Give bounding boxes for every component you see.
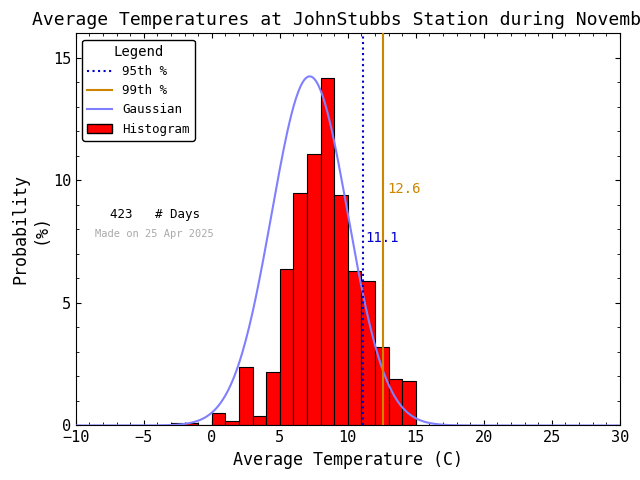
Bar [362, 281, 375, 425]
Bar [321, 78, 334, 425]
Text: Made on 25 Apr 2025: Made on 25 Apr 2025 [95, 229, 214, 240]
Gaussian [604, 422, 612, 428]
Bar [334, 195, 348, 425]
Gaussian [397, 402, 404, 408]
X-axis label: Average Temperature (C): Average Temperature (C) [233, 451, 463, 469]
Bar [348, 271, 362, 425]
Title: Average Temperatures at JohnStubbs Station during November: Average Temperatures at JohnStubbs Stati… [33, 11, 640, 29]
Gaussian [519, 422, 527, 428]
Line: Gaussian: Gaussian [76, 76, 620, 425]
Gaussian [616, 422, 623, 428]
Bar [266, 372, 280, 425]
Text: 12.6: 12.6 [387, 182, 420, 196]
Bar [239, 367, 253, 425]
Bar [388, 379, 402, 425]
Bar [402, 382, 416, 425]
Bar [212, 413, 225, 425]
Bar [307, 154, 321, 425]
Bar [280, 269, 293, 425]
Gaussian [307, 73, 314, 79]
Text: 11.1: 11.1 [365, 231, 399, 245]
Gaussian [367, 328, 375, 334]
Gaussian [332, 144, 339, 150]
Text: 423   # Days: 423 # Days [95, 208, 200, 221]
Bar [375, 347, 388, 425]
Bar [253, 416, 266, 425]
Y-axis label: Probability
(%): Probability (%) [11, 174, 50, 285]
Bar [293, 192, 307, 425]
Legend: 95th %, 99th %, Gaussian, Histogram: 95th %, 99th %, Gaussian, Histogram [82, 40, 195, 141]
Gaussian [335, 160, 342, 166]
Bar [171, 423, 184, 425]
Bar [225, 420, 239, 425]
Bar [184, 423, 198, 425]
Gaussian [72, 422, 79, 428]
